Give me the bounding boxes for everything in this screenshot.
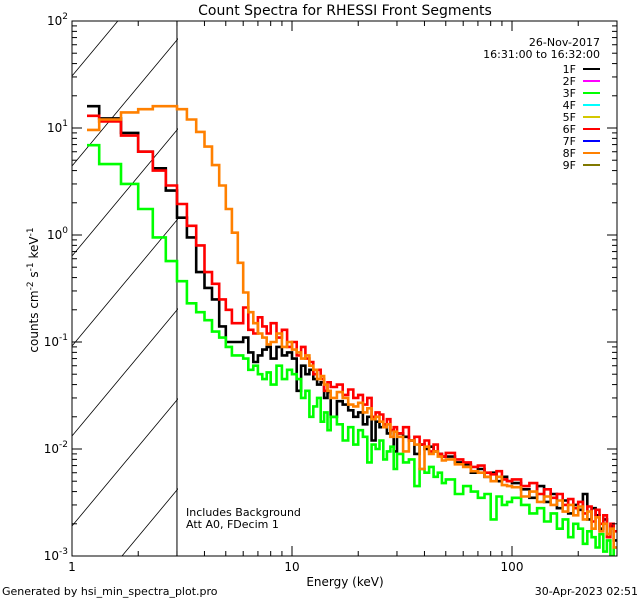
x-tick-label: 100 — [501, 560, 524, 574]
series-6F — [87, 114, 617, 539]
y-axis-label-part: -2 — [26, 281, 36, 290]
series-8F — [87, 104, 617, 549]
x-tick-label: 10 — [284, 560, 299, 574]
hatch-line — [72, 218, 178, 347]
y-tick-label: 10-1 — [44, 333, 68, 349]
legend-label: 8F — [563, 147, 576, 160]
y-axis-label-part: -1 — [26, 227, 36, 236]
y-tick-base: 10 — [47, 121, 62, 135]
plot-frame — [71, 20, 618, 557]
y-tick-exponent: 1 — [62, 119, 68, 129]
legend-label: 6F — [563, 123, 576, 136]
hatch-line — [72, 398, 178, 527]
y-axis-label-part: s — [27, 271, 41, 281]
legend-item-8F: 8F — [563, 147, 600, 160]
series-group — [87, 104, 617, 556]
y-tick-exponent: -2 — [59, 440, 68, 450]
y-tick-base: 10 — [47, 228, 62, 242]
legend-label: 3F — [563, 87, 576, 100]
legend-item-3F: 3F — [563, 87, 600, 100]
legend-date: 26-Nov-2017 — [529, 36, 600, 49]
y-tick-label: 101 — [47, 119, 68, 135]
hatch-line — [597, 0, 640, 600]
y-axis-label-part: counts cm — [27, 290, 41, 352]
y-tick-label: 10-2 — [44, 440, 68, 456]
y-tick-label: 10-3 — [44, 547, 68, 563]
y-axis-label: counts cm-2 s-1 keV-1 — [26, 227, 41, 352]
footer-timestamp: 30-Apr-2023 02:51 — [535, 585, 638, 598]
y-tick-label: 102 — [47, 12, 68, 28]
legend-item-2F: 2F — [563, 75, 600, 88]
y-tick-base: 10 — [47, 14, 62, 28]
legend-item-4F: 4F — [563, 99, 600, 112]
series-3F — [87, 143, 617, 556]
legend-time-range: 16:31:00 to 16:32:00 — [483, 48, 600, 61]
legend-label: 5F — [563, 111, 576, 124]
legend-label: 9F — [563, 159, 576, 172]
legend-item-7F: 7F — [563, 135, 600, 148]
y-tick-base: 10 — [44, 442, 59, 456]
legend-label: 1F — [563, 63, 576, 76]
hatch-line — [121, 488, 178, 556]
legend-item-5F: 5F — [563, 111, 600, 124]
y-tick-exponent: 2 — [62, 12, 68, 22]
y-tick-exponent: -3 — [59, 547, 68, 557]
annotation-background: Includes Background — [186, 506, 301, 519]
legend-label: 7F — [563, 135, 576, 148]
y-axis-label-part: -1 — [26, 262, 36, 271]
y-axis-label-part: keV — [27, 236, 41, 263]
axis-ticks — [71, 21, 618, 557]
x-axis-label: Energy (keV) — [306, 575, 383, 589]
legend-item-1F: 1F — [563, 63, 600, 76]
legend-label: 2F — [563, 75, 576, 88]
footer-generated-by: Generated by hsi_min_spectra_plot.pro — [2, 585, 218, 598]
y-tick-base: 10 — [44, 549, 59, 563]
legend-item-9F: 9F — [563, 159, 600, 172]
chart-title: Count Spectra for RHESSI Front Segments — [198, 3, 492, 19]
annotation-attenuator: Att A0, FDecim 1 — [186, 518, 279, 531]
y-tick-label: 100 — [47, 226, 68, 242]
legend-label: 4F — [563, 99, 576, 112]
y-tick-exponent: 0 — [62, 226, 68, 236]
legend-item-6F: 6F — [563, 123, 600, 136]
y-tick-base: 10 — [44, 335, 59, 349]
y-tick-exponent: -1 — [59, 333, 68, 343]
hatch-line — [0, 0, 147, 600]
x-tick-label: 1 — [68, 560, 76, 574]
